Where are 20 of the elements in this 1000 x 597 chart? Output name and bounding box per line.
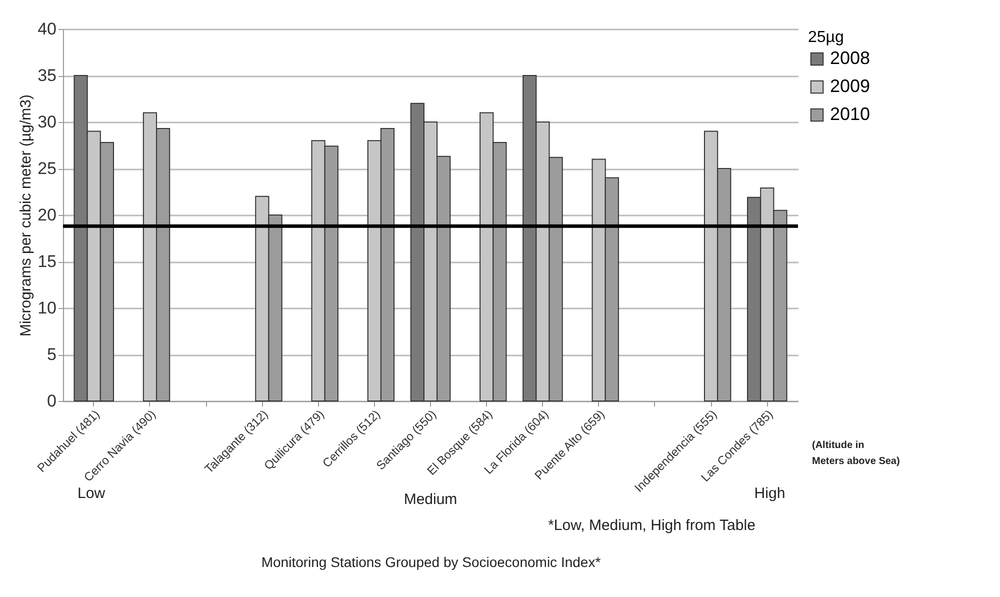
y-tick-label: 15 bbox=[38, 252, 56, 271]
y-tick-label: 0 bbox=[47, 392, 56, 410]
y-tick-label: 20 bbox=[38, 206, 56, 224]
x-axis-title: Monitoring Stations Grouped by Socioeconomic Index* bbox=[261, 554, 602, 570]
y-axis-title: Micrograms per cubic meter (µg/m3) bbox=[18, 94, 35, 337]
text: (Altitude in Meters above Sea) bbox=[812, 440, 900, 467]
y-tick-label: 35 bbox=[38, 66, 56, 85]
text: High bbox=[754, 485, 786, 502]
y-tick-label: 5 bbox=[47, 345, 56, 364]
legend-label: 2008 bbox=[830, 48, 870, 68]
legend-label: 2010 bbox=[830, 104, 870, 124]
text: Medium bbox=[404, 491, 458, 508]
y-tick-label: 40 bbox=[38, 20, 56, 38]
legend-title: 25µg bbox=[808, 29, 844, 46]
y-tick-label: 30 bbox=[38, 112, 56, 132]
y-tick-label: 10 bbox=[38, 298, 56, 318]
text: *Low, Medium, High from Table bbox=[548, 517, 756, 534]
text: Low bbox=[78, 485, 106, 502]
y-tick-label: 25 bbox=[38, 159, 56, 178]
legend-label: 2009 bbox=[830, 76, 870, 96]
